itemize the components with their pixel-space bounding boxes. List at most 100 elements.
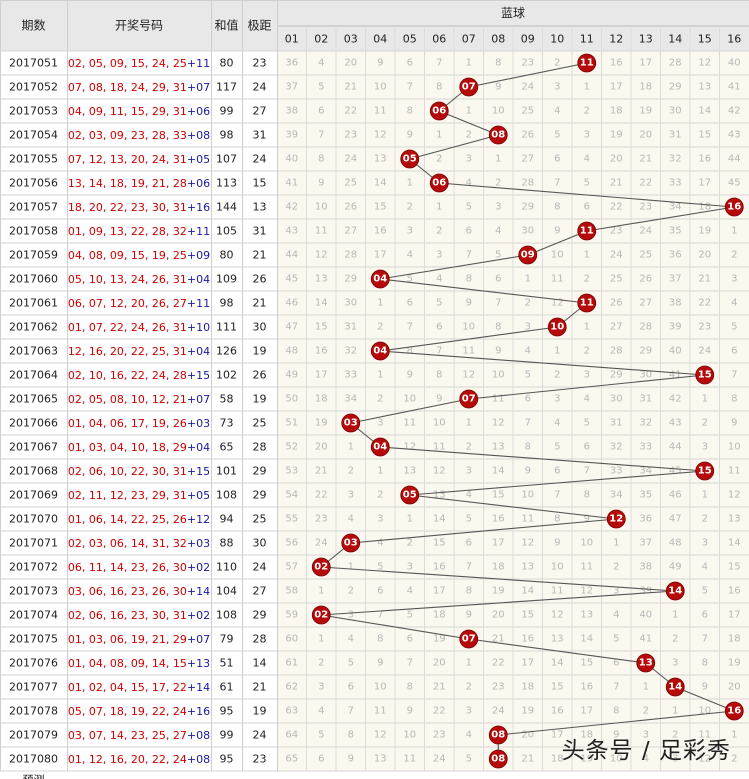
missing-count-cell: 14 (728, 538, 741, 549)
missing-count-cell: 5 (584, 418, 590, 429)
missing-count-cell: 22 (315, 490, 328, 501)
sum-cell: 94 (220, 513, 234, 526)
blue-ball-number: 14 (668, 586, 682, 597)
missing-count-cell: 1 (377, 466, 383, 477)
blue-ball-marker (341, 533, 361, 553)
missing-count-cell: 39 (669, 322, 682, 333)
draw-numbers-cell: 01, 12, 16, 20, 22, 24+08 (68, 753, 210, 766)
missing-count-cell: 1 (672, 610, 678, 621)
missing-count-cell: 21 (344, 82, 357, 93)
missing-count-cell: 7 (731, 370, 737, 381)
missing-count-cell: 17 (551, 730, 564, 741)
trend-line-segment (439, 182, 735, 208)
missing-count-cell: 6 (318, 106, 324, 117)
missing-count-cell: 3 (554, 82, 560, 93)
blue-column-label: 14 (668, 33, 682, 46)
draw-numbers-cell: 12, 16, 20, 22, 25, 31+04 (68, 345, 210, 358)
missing-count-cell: 7 (554, 178, 560, 189)
missing-count-cell: 3 (377, 514, 383, 525)
missing-count-cell: 18 (639, 82, 652, 93)
missing-count-cell: 10 (521, 490, 534, 501)
missing-count-cell: 15 (580, 658, 593, 669)
missing-count-cell: 12 (698, 58, 711, 69)
period-cell: 2017054 (9, 129, 58, 142)
blue-ball-number: 06 (432, 106, 446, 117)
missing-count-cell: 3 (466, 466, 472, 477)
missing-count-cell: 4 (348, 514, 354, 525)
missing-count-cell: 34 (639, 466, 652, 477)
blue-ball-number: 07 (462, 394, 476, 405)
blue-ball-number: 15 (698, 466, 712, 477)
missing-count-cell: 17 (580, 706, 593, 717)
missing-count-cell: 1 (672, 706, 678, 717)
period-cell: 2017057 (9, 201, 58, 214)
missing-count-cell: 12 (551, 298, 564, 309)
missing-count-cell: 21 (698, 274, 711, 285)
draw-numbers-cell: 07, 08, 18, 24, 29, 31+07 (68, 81, 210, 94)
missing-count-cell: 37 (669, 274, 682, 285)
missing-count-cell: 13 (698, 82, 711, 93)
missing-count-cell: 12 (551, 610, 564, 621)
missing-count-cell: 3 (584, 370, 590, 381)
sum-cell: 95 (220, 753, 234, 766)
missing-count-cell: 11 (403, 418, 416, 429)
missing-count-cell: 18 (728, 634, 741, 645)
missing-count-cell: 17 (610, 82, 623, 93)
missing-count-cell: 11 (315, 226, 328, 237)
missing-count-cell: 21 (639, 154, 652, 165)
missing-count-cell: 33 (344, 370, 357, 381)
draw-numbers-cell: 06, 11, 14, 23, 26, 30+02 (68, 561, 210, 574)
missing-count-cell: 2 (613, 562, 619, 573)
missing-count-cell: 62 (285, 682, 298, 693)
missing-count-cell: 9 (525, 466, 531, 477)
missing-count-cell: 9 (318, 178, 324, 189)
missing-count-cell: 38 (639, 562, 652, 573)
missing-count-cell: 15 (728, 562, 741, 573)
missing-count-cell: 1 (466, 58, 472, 69)
missing-count-cell: 9 (348, 754, 354, 765)
missing-count-cell: 5 (466, 514, 472, 525)
missing-count-cell: 2 (407, 538, 413, 549)
missing-count-cell: 24 (492, 706, 505, 717)
trend-line-segment (321, 590, 676, 616)
missing-count-cell: 14 (492, 466, 505, 477)
missing-count-cell: 20 (315, 442, 328, 453)
missing-count-cell: 9 (377, 658, 383, 669)
missing-count-cell: 7 (702, 634, 708, 645)
missing-count-cell: 8 (407, 346, 413, 357)
missing-count-cell: 21 (315, 466, 328, 477)
missing-count-cell: 5 (731, 322, 737, 333)
missing-count-cell: 4 (407, 250, 413, 261)
trend-line-segment (350, 518, 617, 544)
missing-count-cell: 4 (554, 106, 560, 117)
missing-count-cell: 13 (551, 634, 564, 645)
missing-count-cell: 7 (436, 58, 442, 69)
missing-count-cell: 22 (344, 106, 357, 117)
missing-count-cell: 7 (407, 658, 413, 669)
draw-numbers-cell: 13, 14, 18, 19, 21, 28+06 (68, 177, 210, 190)
missing-count-cell: 11 (492, 394, 505, 405)
missing-count-cell: 24 (344, 154, 357, 165)
missing-count-cell: 31 (669, 130, 682, 141)
missing-count-cell: 11 (433, 442, 446, 453)
draw-numbers-cell: 01, 04, 08, 09, 14, 15+13 (68, 657, 210, 670)
sum-cell: 61 (220, 681, 234, 694)
missing-count-cell: 8 (613, 706, 619, 717)
period-cell: 2017051 (9, 57, 58, 70)
missing-count-cell: 8 (318, 154, 324, 165)
draw-numbers-cell: 01, 06, 14, 22, 25, 26+12 (68, 513, 210, 526)
missing-count-cell: 9 (407, 130, 413, 141)
missing-count-cell: 40 (669, 346, 682, 357)
missing-count-cell: 25 (521, 106, 534, 117)
blue-ball-number: 12 (609, 514, 623, 525)
missing-count-cell: 7 (318, 130, 324, 141)
missing-count-cell: 29 (521, 202, 534, 213)
blue-column-label: 10 (550, 33, 564, 46)
blue-ball-marker (577, 293, 597, 313)
blue-ball-number: 05 (403, 154, 417, 165)
sum-cell: 65 (220, 441, 234, 454)
missing-count-cell: 2 (348, 466, 354, 477)
missing-count-cell: 8 (466, 586, 472, 597)
missing-count-cell: 27 (639, 298, 652, 309)
missing-count-cell: 3 (495, 202, 501, 213)
